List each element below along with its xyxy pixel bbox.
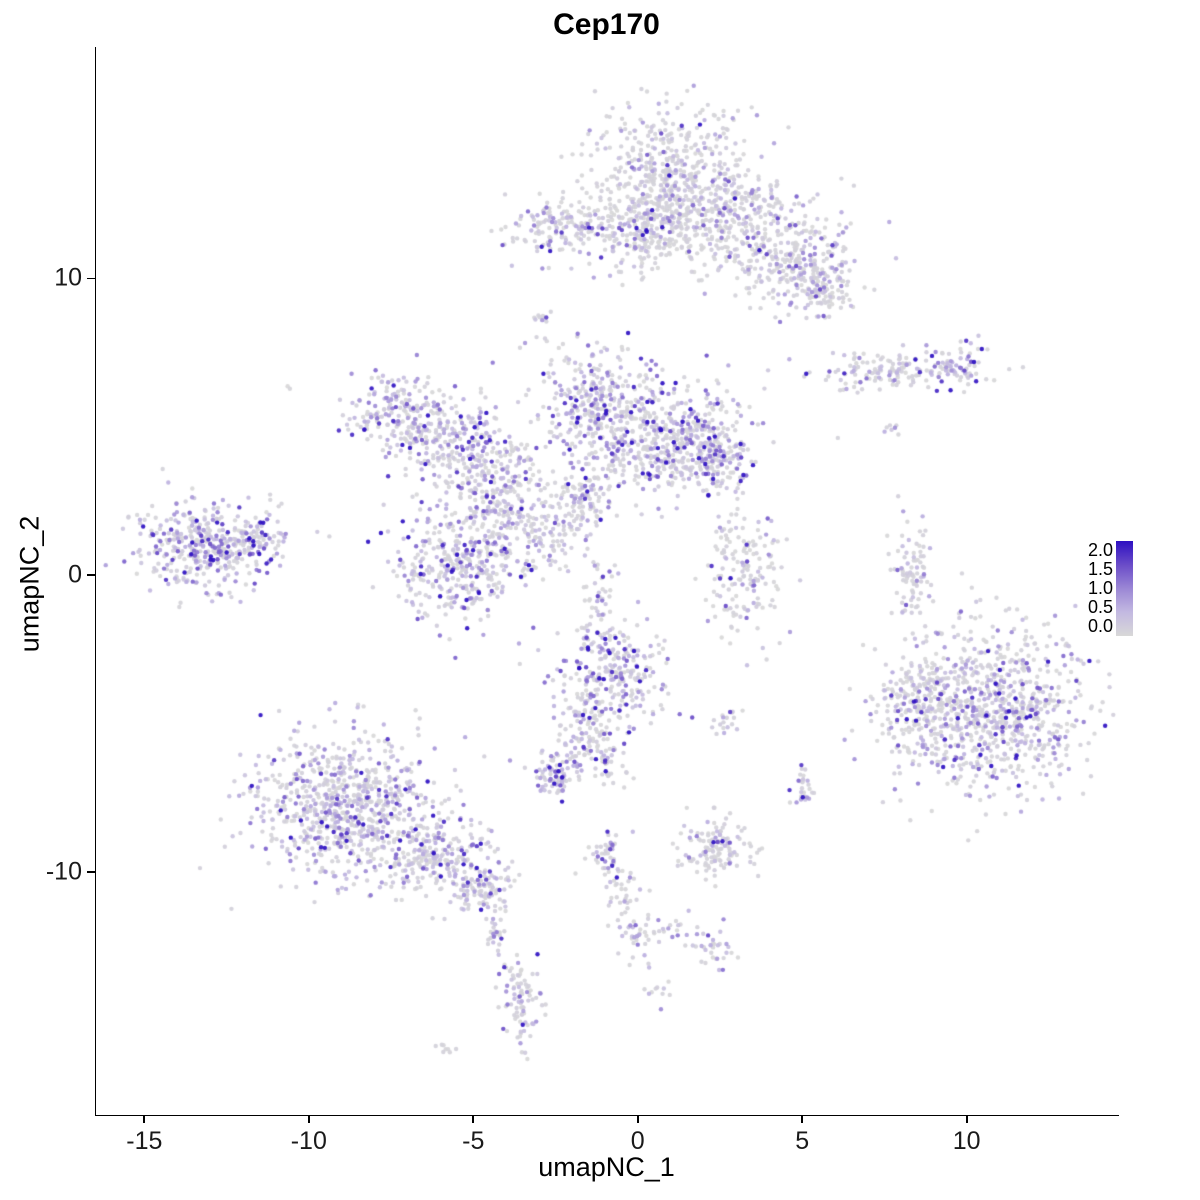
legend-tick-label: 0.0 [1088, 616, 1114, 636]
expression-colorbar-legend: 2.0 1.5 1.0 0.5 0.0 [1088, 541, 1134, 636]
y-axis-tick-label: 0 [68, 560, 82, 589]
scatter-points-canvas [96, 47, 1119, 1115]
y-axis-tick-mark [87, 870, 95, 873]
x-axis-tick-mark [472, 1115, 475, 1123]
x-axis-tick-mark [307, 1115, 310, 1123]
x-axis-tick-label: -10 [290, 1127, 327, 1155]
y-axis-tick-label: -10 [45, 857, 82, 886]
x-axis-tick-label: 10 [952, 1127, 981, 1155]
y-axis-tick-mark [87, 277, 95, 280]
x-axis-tick-label: 5 [795, 1127, 810, 1155]
x-axis-tick-mark [143, 1115, 146, 1123]
plot-panel [95, 47, 1119, 1116]
x-axis-tick-label: -15 [126, 1127, 163, 1155]
y-axis-tick-label: 10 [54, 263, 82, 292]
legend-tick-label: 1.0 [1088, 578, 1114, 598]
colorbar-gradient [1116, 541, 1134, 636]
x-axis-label: umapNC_1 [538, 1152, 675, 1182]
x-axis-tick-mark [965, 1115, 968, 1123]
legend-tick-label: 2.0 [1088, 540, 1114, 560]
legend-tick-labels: 2.0 1.5 1.0 0.5 0.0 [1088, 541, 1113, 636]
plot-title: Cep170 [553, 8, 660, 41]
x-axis-tick-label: 0 [630, 1127, 645, 1155]
y-axis-tick-mark [87, 574, 95, 576]
x-axis-tick-label: -5 [462, 1127, 485, 1155]
legend-tick-label: 0.5 [1088, 597, 1114, 617]
x-axis-tick-mark [636, 1115, 639, 1123]
legend-tick-label: 1.5 [1088, 559, 1114, 579]
x-axis-tick-mark [801, 1115, 804, 1123]
